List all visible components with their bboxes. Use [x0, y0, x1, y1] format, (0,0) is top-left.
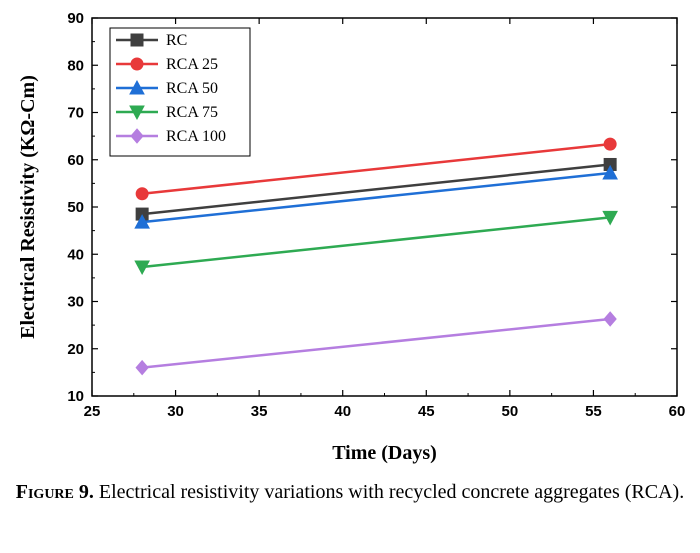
- series-line: [142, 163, 611, 216]
- series-rca-50: [134, 164, 618, 229]
- series-layer: [134, 137, 618, 376]
- y-tick-label: 20: [67, 341, 84, 358]
- series-line: [142, 317, 611, 369]
- series-rca-75: [134, 210, 618, 276]
- legend-label: RCA 100: [166, 128, 226, 145]
- triangle-down-marker: [602, 210, 618, 226]
- y-tick-label: 30: [67, 294, 84, 311]
- series-line: [142, 216, 611, 269]
- x-axis-title: Time (Days): [332, 442, 437, 464]
- triangle-up-marker: [129, 79, 145, 95]
- y-axis-title: Electrical Resistivity (KΩ-Cm): [17, 75, 39, 339]
- y-axis-ticks: 10 20 30 40 50 60 70 80 90: [67, 10, 677, 405]
- x-tick-label: 25: [84, 403, 101, 420]
- y-tick-label: 80: [67, 57, 84, 74]
- y-tick-label: 90: [67, 10, 84, 27]
- triangle-down-marker: [134, 260, 150, 276]
- series-rc: [135, 157, 617, 221]
- diamond-marker: [603, 311, 617, 327]
- legend: RC RCA 25 RCA 50 RCA 75 RCA 100: [109, 27, 251, 157]
- legend-label: RCA 50: [166, 80, 218, 97]
- x-tick-label: 50: [502, 403, 519, 420]
- legend-item: RCA 100: [116, 128, 226, 145]
- triangle-down-marker: [129, 105, 145, 121]
- legend-item: RCA 50: [116, 79, 218, 97]
- figure-label: Figure 9.: [15, 481, 94, 503]
- legend-item: RCA 75: [116, 104, 218, 121]
- series-line: [142, 171, 611, 224]
- y-tick-label: 40: [67, 246, 84, 263]
- circle-marker: [603, 137, 617, 151]
- legend-item: RC: [116, 32, 187, 49]
- circle-marker: [130, 57, 144, 71]
- y-tick-label: 60: [67, 152, 84, 169]
- triangle-up-marker: [602, 164, 618, 180]
- x-tick-label: 60: [669, 403, 686, 420]
- y-tick-label: 10: [67, 388, 84, 405]
- x-tick-label: 55: [585, 403, 602, 420]
- caption-text: Electrical resistivity variations with r…: [98, 481, 685, 503]
- x-axis-ticks: 25 30 35 40 45 50 55 60: [84, 18, 686, 420]
- diamond-marker: [130, 128, 144, 144]
- x-tick-label: 40: [334, 403, 351, 420]
- x-tick-label: 45: [418, 403, 435, 420]
- legend-item: RCA 25: [116, 56, 218, 73]
- square-marker: [130, 33, 144, 47]
- figure-caption: Figure 9. Electrical resistivity variati…: [0, 478, 700, 507]
- y-tick-label: 70: [67, 105, 84, 122]
- legend-label: RC: [166, 32, 187, 49]
- legend-label: RCA 25: [166, 56, 218, 73]
- y-tick-label: 50: [67, 199, 84, 216]
- x-tick-label: 35: [251, 403, 268, 420]
- series-rca-25: [135, 137, 617, 201]
- circle-marker: [135, 187, 149, 201]
- series-line: [142, 142, 611, 196]
- legend-label: RCA 75: [166, 104, 218, 121]
- series-rca-100: [135, 311, 617, 376]
- x-tick-label: 30: [167, 403, 184, 420]
- diamond-marker: [135, 359, 149, 376]
- triangle-up-marker: [134, 214, 150, 229]
